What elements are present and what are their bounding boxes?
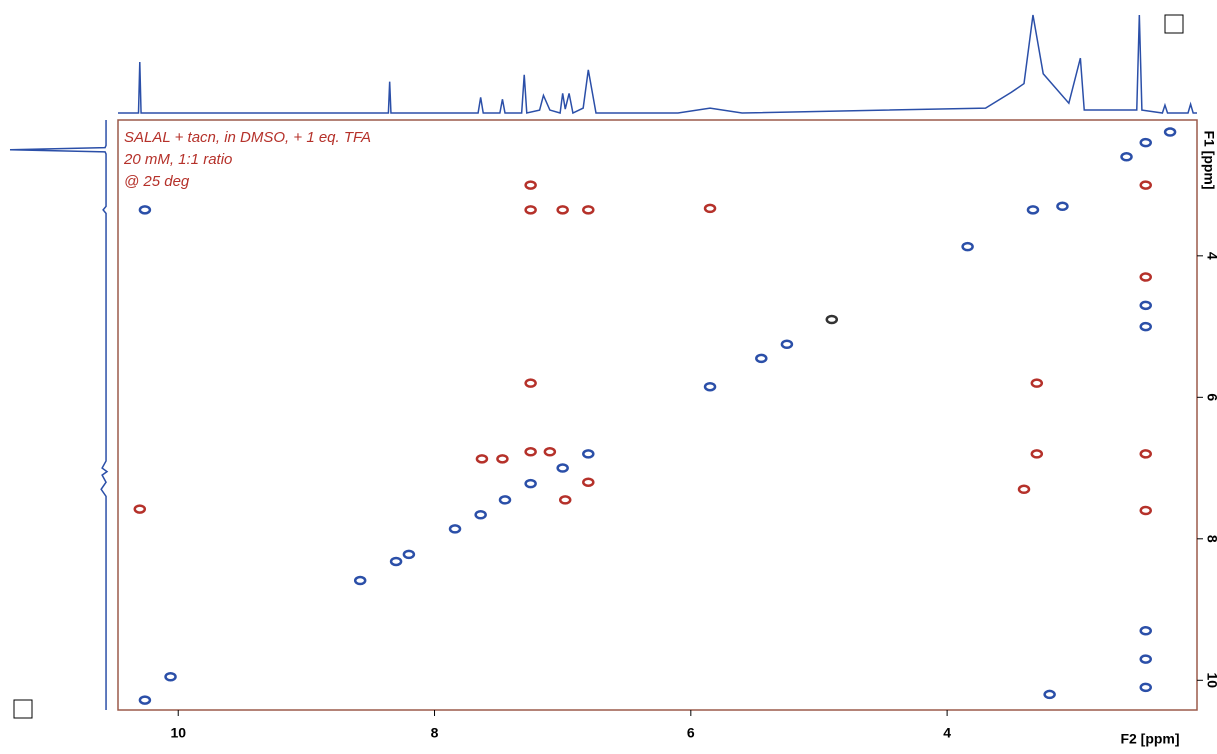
cross-peak <box>524 205 537 215</box>
f2-projection <box>118 14 1197 115</box>
cross-peak <box>1139 626 1152 636</box>
cross-peak <box>1139 682 1152 693</box>
cross-peak <box>1026 205 1040 215</box>
cross-peak <box>1139 654 1152 664</box>
cross-peak <box>1043 689 1056 700</box>
annotation: 20 mM, 1:1 ratio <box>123 151 232 168</box>
x-axis-title: F2 [ppm] <box>1120 731 1179 747</box>
cross-peak <box>498 495 512 505</box>
x-tick-label: 10 <box>170 725 186 741</box>
cross-peak <box>524 478 537 489</box>
cross-peak <box>402 549 416 560</box>
corner-box <box>13 699 33 719</box>
cross-peak <box>703 203 717 214</box>
cross-peak <box>1030 449 1044 459</box>
cross-peak <box>582 449 595 459</box>
cross-peak <box>353 575 367 586</box>
cross-peak <box>138 205 152 215</box>
annotation: @ 25 deg <box>124 173 190 190</box>
cross-peak <box>448 524 462 534</box>
annotation: SALAL + tacn, in DMSO, + 1 eq. TFA <box>124 129 371 146</box>
cross-peak <box>582 477 595 487</box>
cross-peak <box>474 509 487 520</box>
y-tick-label: 4 <box>1204 252 1217 260</box>
cross-peak <box>558 495 572 505</box>
cross-peak <box>543 447 557 457</box>
cross-peak <box>582 205 595 215</box>
cross-peak <box>1120 152 1133 162</box>
y-axis-title: F1 [ppm] <box>1201 130 1217 189</box>
cross-peak <box>1139 272 1152 282</box>
cross-peak <box>825 314 839 325</box>
cross-peak <box>138 695 152 705</box>
cross-peak <box>524 180 537 190</box>
cross-peak <box>755 353 768 364</box>
cross-peak <box>1139 505 1152 516</box>
cross-peak <box>164 672 177 682</box>
cross-peak <box>1056 201 1069 212</box>
cross-peak <box>556 205 569 215</box>
cross-peak <box>389 556 403 567</box>
cross-peak <box>961 241 974 252</box>
cross-peak <box>703 381 717 392</box>
y-tick-label: 10 <box>1204 672 1217 688</box>
corner-box <box>1164 14 1184 34</box>
f1-projection <box>9 120 109 710</box>
cross-peak <box>1139 180 1152 190</box>
cross-peak <box>524 447 537 457</box>
cross-peak <box>133 504 147 514</box>
cross-peak <box>1139 449 1152 459</box>
plot-border <box>117 119 1198 711</box>
cross-peak <box>496 454 509 464</box>
y-tick-label: 6 <box>1204 393 1217 401</box>
x-tick-label: 8 <box>431 725 439 741</box>
cross-peak <box>780 339 794 350</box>
cross-peak <box>475 454 489 464</box>
cross-peak <box>524 378 537 388</box>
cross-peak <box>1139 300 1152 311</box>
cross-peak <box>1017 484 1031 495</box>
cross-peak <box>1139 137 1152 148</box>
cross-peak <box>1030 378 1044 388</box>
x-tick-label: 4 <box>943 725 951 741</box>
x-tick-label: 6 <box>687 725 695 741</box>
cross-peak <box>1163 127 1177 137</box>
y-tick-label: 8 <box>1204 535 1217 543</box>
cross-peak <box>556 463 569 473</box>
cross-peak <box>1139 321 1152 332</box>
